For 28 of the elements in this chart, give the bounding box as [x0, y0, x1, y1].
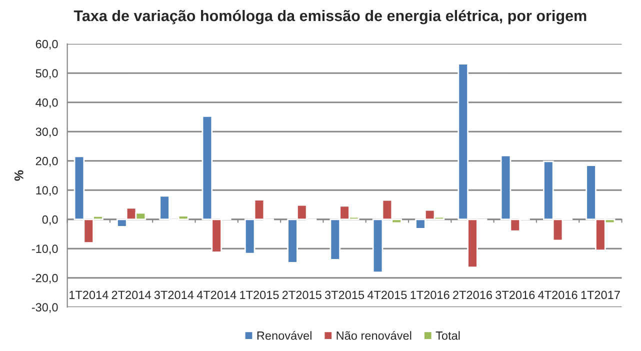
x-tick-label: 3T2016: [496, 290, 535, 300]
x-tick-label: 3T2015: [324, 290, 364, 300]
legend-label: Renovável: [257, 330, 312, 340]
x-tick-label: 3T2014: [154, 290, 194, 300]
x-tick-label: 2T2016: [453, 290, 492, 300]
y-tick-label: 20,0: [36, 156, 58, 167]
chart-title: Taxa de variação homóloga da emissão de energia elétrica, por origem: [74, 10, 586, 24]
y-tick-label: 0,0: [42, 215, 58, 226]
x-tick-label: 2T2015: [282, 290, 322, 300]
y-tick-label: 10,0: [36, 186, 58, 196]
y-tick-label: -20,0: [32, 274, 58, 284]
x-tick-label: 4T2014: [196, 290, 236, 300]
y-tick-label: -30,0: [32, 303, 58, 313]
y-tick-label: 30,0: [36, 128, 58, 138]
x-tick-label: 2T2014: [112, 290, 151, 300]
x-tick-label: 1T2014: [70, 290, 108, 300]
y-tick-label: 40,0: [36, 98, 58, 108]
x-tick-label: 4T2015: [367, 290, 407, 300]
x-tick-label: 1T2015: [240, 290, 279, 300]
x-tick-label: 1T2016: [410, 290, 450, 300]
y-tick-label: -10,0: [32, 244, 58, 254]
x-tick-label: 4T2016: [538, 290, 578, 300]
legend-label: Total: [436, 331, 460, 340]
y-tick-label: 50,0: [36, 69, 58, 79]
y-axis-title: %: [14, 170, 24, 181]
x-tick-label: 1T2017: [581, 290, 620, 300]
y-tick-label: 60,0: [36, 40, 58, 50]
legend-label: Não renovável: [336, 330, 412, 340]
